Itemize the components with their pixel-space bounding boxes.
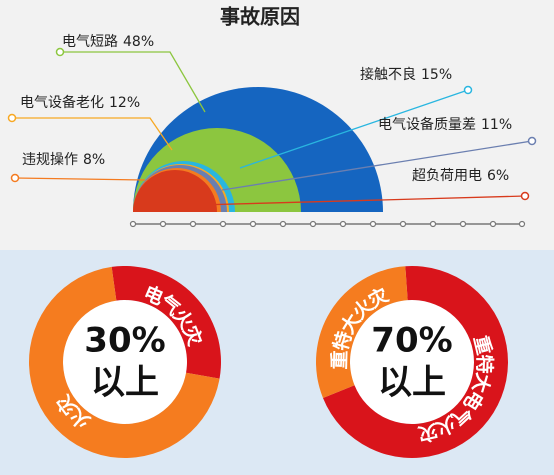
center-text: 以上 — [91, 363, 159, 403]
donut-hole — [63, 300, 187, 424]
category-name: 接触不良 — [360, 66, 416, 83]
leader-dot — [463, 85, 473, 95]
donut-segment — [29, 266, 220, 458]
leader-line — [14, 177, 146, 181]
donut-hole — [350, 300, 474, 424]
leader-line — [239, 89, 469, 169]
category-label: 电气设备老化 12% — [20, 94, 140, 111]
value-label: 6% — [487, 168, 509, 184]
value-label: 12% — [109, 95, 140, 111]
category-name: 电气设备老化 — [20, 94, 104, 111]
leader-line — [12, 117, 173, 151]
category-name: 电气设备质量差 — [378, 116, 476, 133]
leader-line — [197, 195, 526, 206]
leader-dot — [527, 136, 537, 146]
category-label: 接触不良 15% — [360, 66, 452, 83]
donut-segment — [315, 266, 408, 398]
leader-dot — [520, 191, 530, 201]
category-name: 超负荷用电 — [412, 168, 482, 184]
chart-title: 事故原因 — [220, 5, 300, 29]
category-name: 违规操作 — [22, 152, 78, 168]
semicircle-ring — [133, 170, 217, 212]
category-name: 电气短路 — [62, 34, 118, 50]
value-label: 48% — [123, 34, 154, 50]
donut-segment — [111, 266, 222, 379]
leader-dot — [55, 47, 65, 57]
category-label: 电气设备质量差 11% — [378, 116, 512, 133]
category-label: 违规操作 8% — [22, 152, 105, 168]
baseline-dots — [129, 220, 526, 228]
center-text: 以上 — [378, 363, 446, 403]
center-text: 30% — [84, 321, 165, 361]
value-label: 15% — [421, 67, 452, 83]
leader-dot — [10, 173, 20, 183]
category-label: 超负荷用电 6% — [412, 168, 509, 184]
donut-segment — [322, 266, 508, 458]
value-label: 8% — [83, 152, 105, 168]
value-label: 11% — [481, 117, 512, 133]
leader-line — [60, 51, 206, 113]
center-text: 70% — [371, 321, 452, 361]
category-label: 电气短路 48% — [62, 34, 154, 50]
leader-dot — [7, 113, 17, 123]
leader-line — [221, 140, 533, 191]
